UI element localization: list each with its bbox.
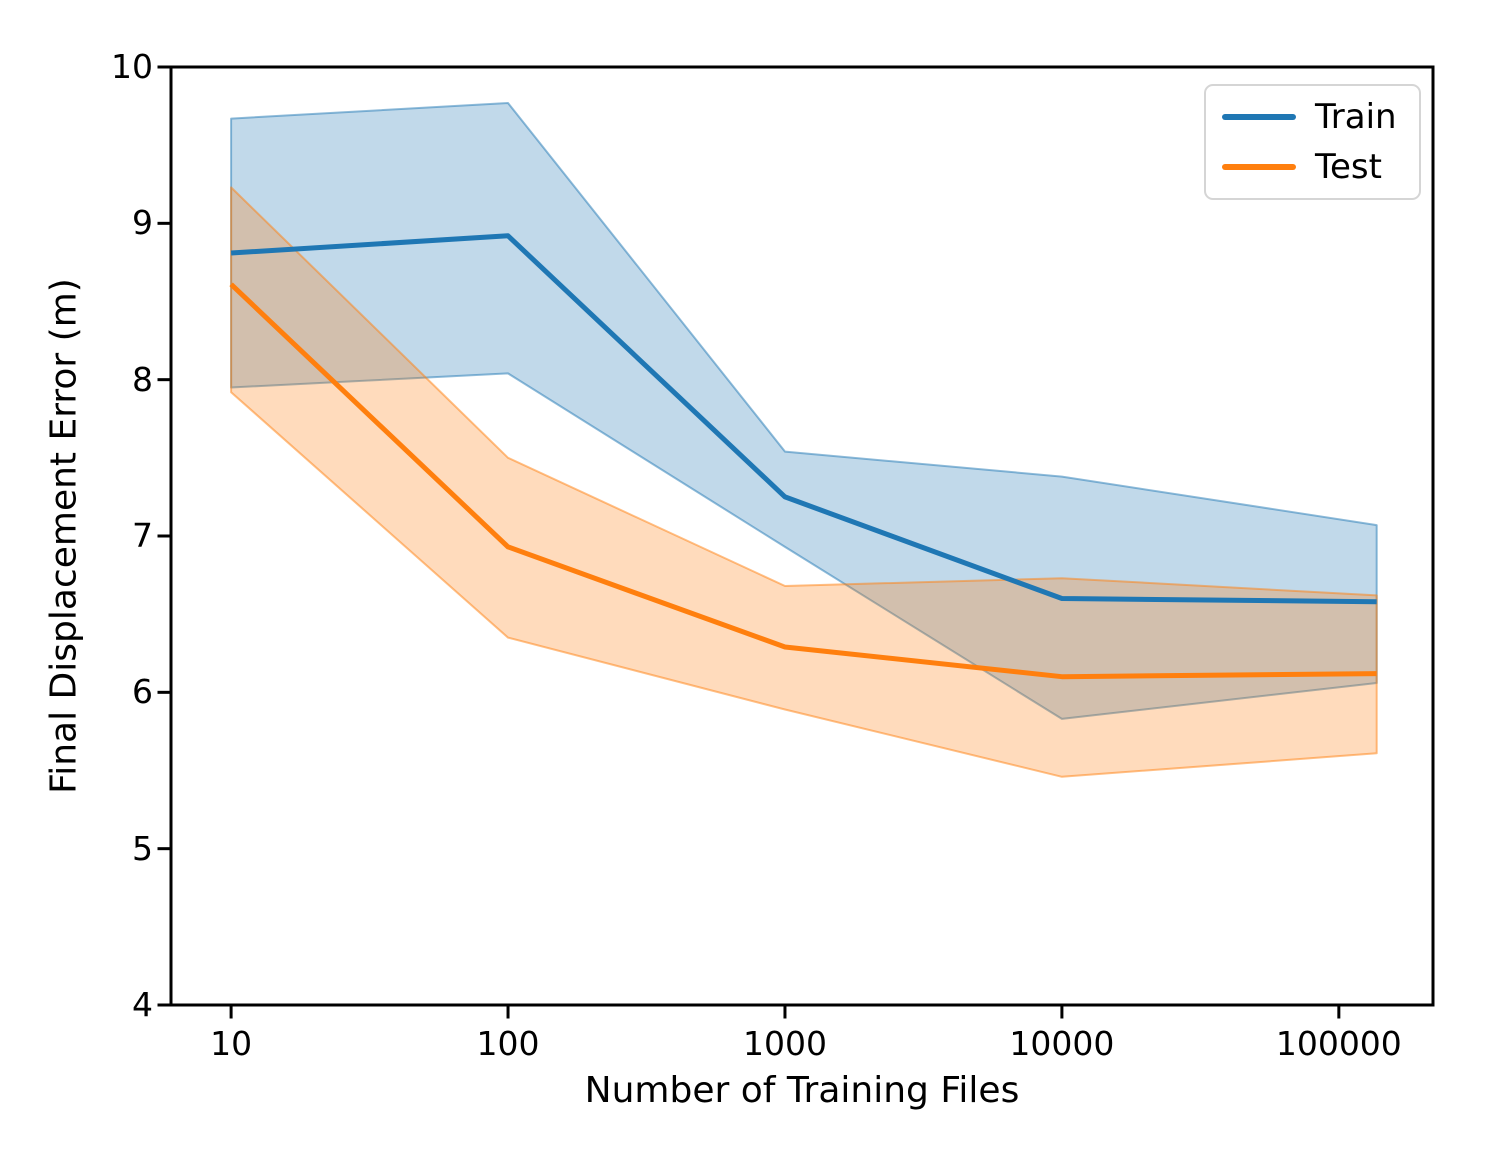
y-tick-label: 7 bbox=[132, 516, 153, 555]
legend: Train Test bbox=[1204, 84, 1421, 200]
train-line bbox=[230, 233, 1377, 605]
x-tick-label: 100 bbox=[476, 1024, 540, 1063]
legend-item-test: Test bbox=[1222, 144, 1397, 190]
train-line-swatch bbox=[1222, 114, 1296, 120]
x-axis-label: Number of Training Files bbox=[584, 1070, 1020, 1111]
axes-frame bbox=[169, 65, 1435, 1007]
x-tick-label: 1000 bbox=[742, 1024, 827, 1063]
legend-label-test: Test bbox=[1315, 147, 1382, 187]
y-tick-label: 8 bbox=[132, 359, 153, 399]
y-tick-label: 9 bbox=[132, 203, 153, 243]
y-tick-label: 6 bbox=[132, 672, 153, 712]
test-confidence-band bbox=[230, 186, 1378, 778]
test-line-swatch bbox=[1222, 164, 1296, 170]
y-tick-label: 5 bbox=[132, 828, 153, 868]
x-tick-label: 100000 bbox=[1275, 1024, 1402, 1063]
y-tick-label: 10 bbox=[111, 47, 153, 86]
legend-label-train: Train bbox=[1315, 97, 1397, 137]
x-tick-label: 10 bbox=[210, 1024, 253, 1063]
y-tick-label: 4 bbox=[132, 985, 153, 1024]
x-tick-label: 10000 bbox=[1009, 1024, 1115, 1063]
legend-item-train: Train bbox=[1222, 94, 1397, 140]
test-line bbox=[229, 282, 1377, 680]
